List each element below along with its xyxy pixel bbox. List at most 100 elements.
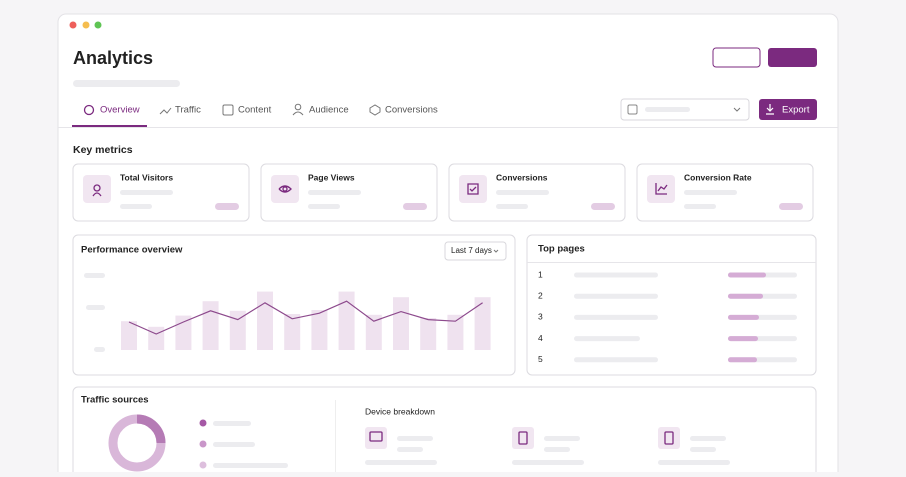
top-pages-card bbox=[526, 234, 817, 376]
bar bbox=[365, 314, 382, 350]
skeleton bbox=[84, 273, 105, 278]
export-icon bbox=[766, 104, 774, 115]
range-label: Last 7 days bbox=[451, 246, 492, 255]
metric-title: Conversions bbox=[496, 172, 548, 182]
chevron bbox=[733, 107, 741, 112]
skeleton bbox=[213, 421, 251, 426]
rank: 5 bbox=[538, 354, 543, 364]
skeleton bbox=[574, 272, 658, 278]
bar bbox=[447, 314, 464, 350]
metric-icon-box bbox=[459, 175, 487, 203]
legend-dot bbox=[199, 419, 207, 427]
skeleton bbox=[690, 447, 716, 452]
tabs: Overview Traffic Content Audience Conver… bbox=[72, 103, 438, 127]
export-label: Export bbox=[782, 105, 810, 116]
skeleton bbox=[308, 190, 361, 195]
metric-title: Page Views bbox=[308, 172, 355, 182]
card-title: Performance overview bbox=[81, 245, 183, 256]
progress-fill bbox=[728, 357, 757, 363]
bar bbox=[338, 291, 355, 350]
trend-line bbox=[128, 300, 483, 335]
bar bbox=[393, 297, 409, 350]
divider bbox=[527, 262, 816, 263]
rank: 1 bbox=[538, 269, 543, 279]
legend-dot bbox=[199, 461, 207, 469]
metric-icon-box bbox=[647, 175, 675, 203]
skeleton bbox=[512, 460, 584, 465]
divider bbox=[335, 400, 336, 477]
skeleton bbox=[496, 204, 528, 209]
progress-fill bbox=[728, 272, 766, 278]
skeleton bbox=[574, 293, 658, 299]
metric-icon bbox=[655, 183, 668, 195]
tab-underline bbox=[72, 125, 147, 127]
tab[interactable]: Traffic bbox=[175, 105, 201, 116]
traffic-card bbox=[72, 386, 817, 477]
skeleton bbox=[690, 436, 726, 441]
chevron bbox=[493, 249, 499, 253]
skeleton bbox=[397, 436, 433, 441]
skeleton bbox=[684, 190, 737, 195]
progress-fill bbox=[728, 314, 759, 320]
device-heading: Device breakdown bbox=[365, 406, 435, 416]
bar bbox=[257, 291, 273, 350]
metric-icon bbox=[278, 185, 292, 193]
metric-icon-box bbox=[271, 175, 299, 203]
close-dot[interactable] bbox=[69, 21, 77, 29]
bar bbox=[202, 301, 219, 350]
tab[interactable]: Content bbox=[238, 105, 272, 116]
skeleton bbox=[574, 357, 658, 363]
skeleton bbox=[73, 80, 180, 87]
bar bbox=[175, 315, 192, 350]
device-icon bbox=[664, 431, 674, 445]
device-icon-box bbox=[658, 427, 680, 449]
metric-icon-box bbox=[83, 175, 111, 203]
max-dot[interactable] bbox=[94, 21, 102, 29]
metric-pill bbox=[215, 203, 239, 210]
bar bbox=[121, 321, 137, 350]
bar bbox=[229, 310, 246, 350]
skeleton bbox=[658, 460, 730, 465]
range-select[interactable] bbox=[444, 241, 507, 261]
device-icon-box bbox=[365, 427, 387, 449]
progress-fill bbox=[728, 293, 763, 299]
outline-button[interactable] bbox=[712, 47, 761, 68]
card-title: Top pages bbox=[538, 244, 585, 255]
metric-pill bbox=[403, 203, 427, 210]
primary-button[interactable] bbox=[768, 48, 817, 67]
skeleton bbox=[645, 107, 690, 112]
calendar-icon bbox=[627, 104, 638, 115]
metric-icon bbox=[92, 184, 102, 197]
skeleton bbox=[308, 204, 340, 209]
skeleton bbox=[684, 204, 716, 209]
skeleton bbox=[365, 460, 437, 465]
skeleton bbox=[544, 436, 580, 441]
export-button[interactable] bbox=[759, 99, 817, 120]
rank: 3 bbox=[538, 312, 543, 322]
tab[interactable]: Overview bbox=[100, 105, 140, 116]
skeleton bbox=[120, 204, 152, 209]
tab-icon bbox=[83, 104, 95, 116]
skeleton bbox=[496, 190, 549, 195]
min-dot[interactable] bbox=[82, 21, 90, 29]
tab-icon bbox=[294, 103, 302, 111]
legend-dot bbox=[199, 440, 207, 448]
card-title: Traffic sources bbox=[81, 395, 149, 406]
tab[interactable]: Audience bbox=[309, 105, 349, 116]
rank: 2 bbox=[538, 290, 543, 300]
metric-icon bbox=[467, 183, 479, 195]
bar bbox=[311, 310, 328, 350]
skeleton bbox=[94, 347, 105, 352]
skeleton bbox=[544, 447, 570, 452]
metric-cards: Total Visitors Page Views Conversions Conve… bbox=[72, 163, 814, 222]
metric-pill bbox=[591, 203, 615, 210]
bar bbox=[420, 318, 437, 350]
metric-title: Conversion Rate bbox=[684, 172, 752, 182]
progress-fill bbox=[728, 336, 758, 342]
device-icon bbox=[518, 431, 528, 445]
bar bbox=[284, 314, 301, 350]
tab[interactable]: Conversions bbox=[385, 105, 438, 116]
tab-icon bbox=[292, 111, 304, 116]
metric-pill bbox=[779, 203, 803, 210]
